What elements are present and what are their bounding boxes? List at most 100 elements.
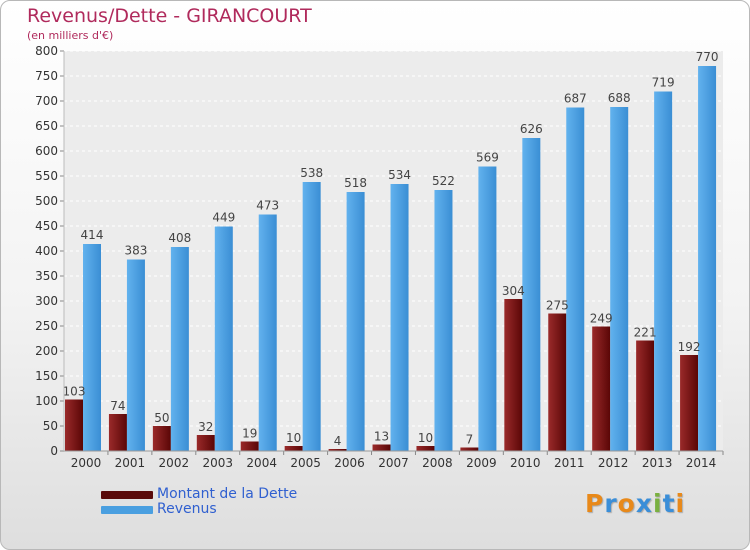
y-tick-label: 400 bbox=[35, 244, 58, 258]
x-tick-label: 2014 bbox=[686, 456, 717, 470]
y-tick-label: 200 bbox=[35, 344, 58, 358]
y-tick-label: 450 bbox=[35, 219, 58, 233]
label-revenus-2005: 538 bbox=[300, 166, 323, 180]
label-dette-2005: 10 bbox=[286, 431, 301, 445]
x-axis-ticks: 2000 2001 2002 2003 2004 2005 2006 2007 2008 2009… bbox=[71, 451, 724, 470]
bar-revenus-2008 bbox=[434, 190, 453, 451]
x-tick-label: 2006 bbox=[334, 456, 365, 470]
bar-revenus-2003 bbox=[214, 226, 233, 451]
bar-dette-2014 bbox=[680, 355, 699, 451]
x-tick-label: 2000 bbox=[71, 456, 102, 470]
logo-letter: i bbox=[653, 489, 663, 518]
label-revenus-2007: 534 bbox=[388, 168, 411, 182]
label-dette-2003: 32 bbox=[198, 420, 213, 434]
label-dette-2000: 103 bbox=[63, 385, 86, 399]
y-axis-ticks: 0 50 100 150 200 250 300 350 400 450 500 550 600 650 7… bbox=[35, 44, 64, 458]
label-revenus-2000: 414 bbox=[81, 228, 104, 242]
logo-letter: i bbox=[675, 489, 686, 518]
x-tick-label: 2003 bbox=[202, 456, 233, 470]
y-tick-label: 50 bbox=[43, 419, 58, 433]
label-dette-2014: 192 bbox=[678, 340, 701, 354]
label-revenus-2008: 522 bbox=[432, 174, 455, 188]
bar-dette-2008 bbox=[416, 446, 435, 451]
bar-revenus-2011 bbox=[566, 107, 585, 451]
x-tick-label: 2007 bbox=[378, 456, 409, 470]
y-tick-label: 500 bbox=[35, 194, 58, 208]
bar-dette-2002 bbox=[152, 426, 171, 451]
bar-dette-2005 bbox=[284, 446, 303, 451]
legend-label-dette: Montant de la Dette bbox=[157, 486, 298, 502]
label-dette-2002: 50 bbox=[154, 411, 169, 425]
x-tick-label: 2008 bbox=[422, 456, 453, 470]
x-tick-label: 2002 bbox=[159, 456, 190, 470]
bar-dette-2004 bbox=[240, 441, 259, 451]
y-tick-label: 100 bbox=[35, 394, 58, 408]
label-dette-2011: 275 bbox=[546, 299, 569, 313]
label-revenus-2011: 687 bbox=[564, 92, 587, 106]
bar-revenus-2009 bbox=[478, 166, 497, 451]
bar-revenus-2014 bbox=[698, 66, 717, 451]
bar-revenus-2005 bbox=[302, 182, 321, 451]
x-tick-label: 2013 bbox=[642, 456, 673, 470]
label-dette-2001: 74 bbox=[110, 399, 125, 413]
bar-dette-2000 bbox=[65, 399, 83, 451]
label-dette-2006: 4 bbox=[334, 434, 342, 448]
chart-title: Revenus/Dette - GIRANCOURT bbox=[27, 5, 312, 27]
bar-dette-2013 bbox=[636, 340, 655, 451]
logo-letter: x bbox=[635, 489, 653, 518]
bar-revenus-2004 bbox=[258, 214, 277, 451]
data-labels: 103 414 74 383 50 408 32 449 19 473 10 538 4 518 13 534… bbox=[63, 50, 719, 448]
y-tick-label: 300 bbox=[35, 294, 58, 308]
logo-letter: r bbox=[604, 489, 618, 518]
label-revenus-2006: 518 bbox=[344, 176, 367, 190]
x-tick-label: 2009 bbox=[466, 456, 497, 470]
bar-revenus-2007 bbox=[390, 184, 409, 451]
y-tick-label: 150 bbox=[35, 369, 58, 383]
x-tick-label: 2001 bbox=[115, 456, 146, 470]
y-tick-label: 750 bbox=[35, 69, 58, 83]
label-revenus-2012: 688 bbox=[608, 91, 631, 105]
label-dette-2008: 10 bbox=[418, 431, 433, 445]
label-dette-2013: 221 bbox=[634, 326, 657, 340]
y-tick-label: 600 bbox=[35, 144, 58, 158]
bar-dette-2009 bbox=[460, 447, 479, 451]
logo-letter: t bbox=[662, 489, 676, 518]
bar-revenus-2006 bbox=[346, 192, 365, 451]
y-tick-label: 250 bbox=[35, 319, 58, 333]
legend-swatch-dette bbox=[101, 491, 153, 499]
proxiti-logo[interactable]: Proxiti bbox=[585, 489, 685, 518]
label-dette-2007: 13 bbox=[374, 430, 389, 444]
label-revenus-2013: 719 bbox=[652, 76, 675, 90]
y-tick-label: 700 bbox=[35, 94, 58, 108]
bar-revenus-2012 bbox=[610, 107, 629, 451]
bar-dette-2003 bbox=[196, 435, 215, 451]
bar-dette-2012 bbox=[592, 326, 611, 451]
label-revenus-2003: 449 bbox=[212, 211, 235, 225]
bar-dette-2001 bbox=[108, 414, 127, 451]
x-tick-label: 2005 bbox=[290, 456, 321, 470]
bar-dette-2007 bbox=[372, 444, 391, 451]
y-tick-label: 550 bbox=[35, 169, 58, 183]
y-tick-label: 650 bbox=[35, 119, 58, 133]
x-tick-label: 2011 bbox=[554, 456, 585, 470]
label-revenus-2009: 569 bbox=[476, 151, 499, 165]
bar-revenus-2001 bbox=[126, 259, 145, 451]
y-tick-label: 800 bbox=[35, 44, 58, 58]
bar-dette-2011 bbox=[548, 313, 567, 451]
label-dette-2004: 19 bbox=[242, 427, 257, 441]
label-revenus-2010: 626 bbox=[520, 122, 543, 136]
bar-revenus-2013 bbox=[654, 91, 673, 451]
label-revenus-2002: 408 bbox=[168, 231, 191, 245]
logo-letter: o bbox=[617, 489, 636, 518]
bar-dette-2010 bbox=[504, 299, 523, 451]
bars bbox=[65, 66, 717, 451]
y-tick-label: 0 bbox=[50, 444, 58, 458]
legend-swatch-revenus bbox=[101, 506, 153, 514]
label-dette-2009: 7 bbox=[466, 433, 474, 447]
y-tick-label: 350 bbox=[35, 269, 58, 283]
x-tick-label: 2004 bbox=[246, 456, 277, 470]
legend-label-revenus: Revenus bbox=[157, 501, 217, 517]
label-dette-2010: 304 bbox=[502, 284, 525, 298]
